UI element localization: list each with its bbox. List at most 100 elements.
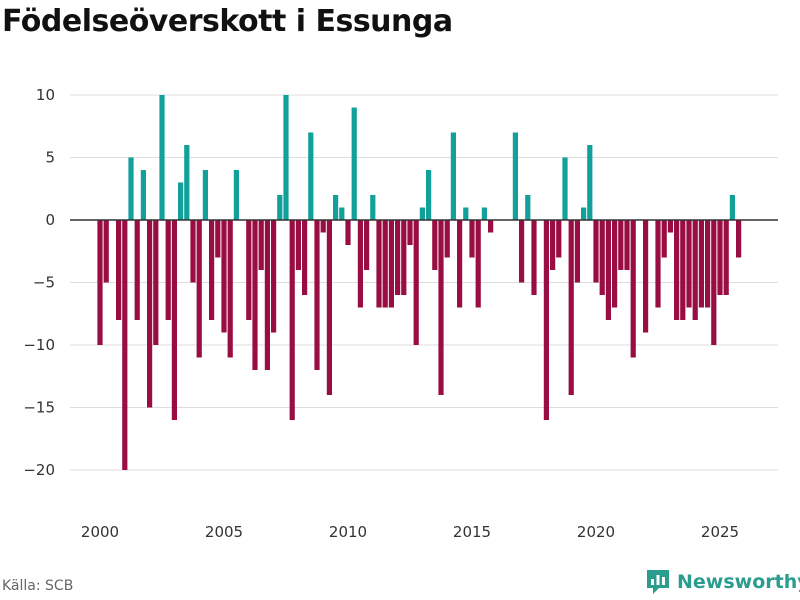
bar xyxy=(215,220,221,258)
bar xyxy=(196,220,202,358)
bar xyxy=(630,220,636,358)
bar xyxy=(643,220,649,333)
bar xyxy=(475,220,481,308)
bar xyxy=(246,220,252,320)
bar xyxy=(463,207,469,220)
bar xyxy=(680,220,686,320)
bar xyxy=(264,220,270,370)
bar xyxy=(339,207,345,220)
bar xyxy=(692,220,698,320)
bar xyxy=(314,220,320,370)
y-tick-label: −10 xyxy=(23,336,55,354)
bar xyxy=(345,220,351,245)
bar xyxy=(711,220,717,345)
bar xyxy=(122,220,128,470)
bar xyxy=(568,220,574,395)
bar xyxy=(326,220,332,395)
bar xyxy=(562,157,568,220)
bar xyxy=(382,220,388,308)
y-tick-label: −20 xyxy=(23,461,55,479)
bar xyxy=(159,95,165,220)
bar xyxy=(295,220,301,270)
bar xyxy=(655,220,661,308)
x-tick-label: 2010 xyxy=(329,523,367,541)
newsworthy-logo-icon xyxy=(647,570,669,594)
bar xyxy=(153,220,159,345)
x-tick-label: 2020 xyxy=(577,523,615,541)
y-tick-label: −15 xyxy=(23,399,55,417)
bar xyxy=(581,207,587,220)
bar xyxy=(450,132,456,220)
y-tick-label: 5 xyxy=(45,149,55,167)
bar xyxy=(171,220,177,420)
bar xyxy=(277,195,283,220)
bar xyxy=(599,220,605,295)
y-tick-label: 0 xyxy=(45,211,55,229)
bar xyxy=(605,220,611,320)
bar xyxy=(165,220,171,320)
bar xyxy=(190,220,196,283)
bar xyxy=(698,220,704,308)
x-tick-label: 2025 xyxy=(701,523,739,541)
bar xyxy=(525,195,531,220)
bar xyxy=(667,220,673,233)
bar xyxy=(320,220,326,233)
bar xyxy=(469,220,475,258)
bar xyxy=(512,132,518,220)
bar xyxy=(612,220,618,308)
bar xyxy=(357,220,363,308)
bar xyxy=(147,220,153,408)
bar xyxy=(376,220,382,308)
bar xyxy=(364,220,370,270)
bar xyxy=(587,145,593,220)
bar xyxy=(432,220,438,270)
bar xyxy=(674,220,680,320)
bar xyxy=(531,220,537,295)
source-label: Källa: SCB xyxy=(2,578,74,594)
bar xyxy=(736,220,742,258)
chart-title: Födelseöverskott i Essunga xyxy=(2,4,453,39)
bar xyxy=(388,220,394,308)
bar xyxy=(705,220,711,308)
bar xyxy=(543,220,549,420)
bar xyxy=(283,95,289,220)
bar xyxy=(395,220,401,295)
bar xyxy=(370,195,376,220)
bar xyxy=(550,220,556,270)
bar xyxy=(227,220,233,358)
bar xyxy=(723,220,729,295)
bar xyxy=(457,220,463,308)
bar xyxy=(116,220,122,320)
bar xyxy=(289,220,295,420)
bar xyxy=(103,220,109,283)
bar xyxy=(407,220,413,245)
y-tick-label: 10 xyxy=(36,86,55,104)
bar xyxy=(519,220,525,283)
x-tick-label: 2015 xyxy=(453,523,491,541)
bar xyxy=(717,220,723,295)
bar xyxy=(574,220,580,283)
bar xyxy=(686,220,692,308)
newsworthy-brand[interactable]: Newsworthy xyxy=(645,568,800,596)
bar xyxy=(419,207,425,220)
bar xyxy=(593,220,599,283)
bar xyxy=(202,170,208,220)
bar xyxy=(444,220,450,258)
bar xyxy=(488,220,494,233)
bar xyxy=(178,182,184,220)
bar xyxy=(481,207,487,220)
bar xyxy=(661,220,667,258)
bar xyxy=(184,145,190,220)
bar xyxy=(302,220,308,295)
bar xyxy=(97,220,103,345)
bars xyxy=(97,95,742,470)
bar xyxy=(401,220,407,295)
bar xyxy=(351,107,357,220)
bar xyxy=(252,220,258,370)
bar xyxy=(729,195,735,220)
bar xyxy=(221,220,227,333)
x-axis-tick-labels: 2000 2005 2010 2015 2020 2025 xyxy=(81,523,739,541)
bar xyxy=(413,220,419,345)
bar xyxy=(271,220,277,333)
